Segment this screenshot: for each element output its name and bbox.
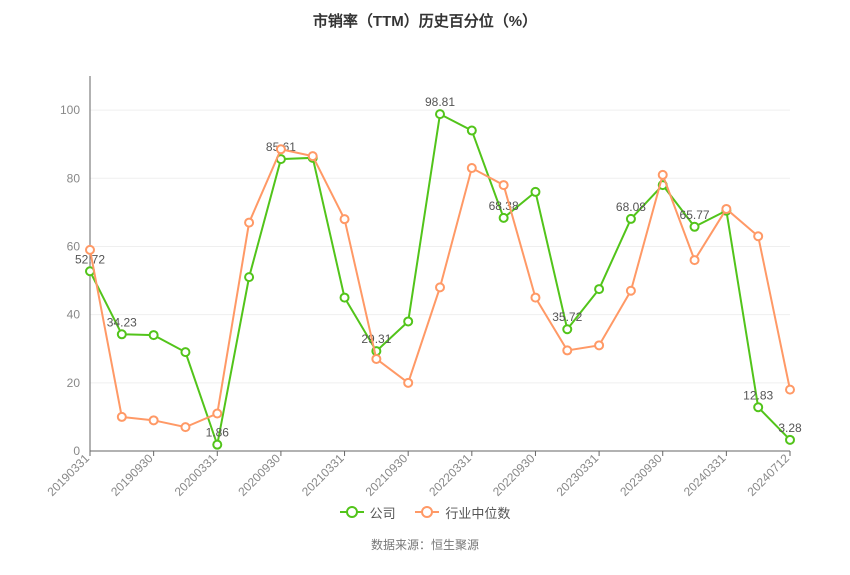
series-marker xyxy=(563,346,571,354)
series-marker xyxy=(309,152,317,160)
series-marker xyxy=(468,164,476,172)
x-tick-label: 20240712 xyxy=(744,451,792,499)
x-tick-label: 20240331 xyxy=(681,451,729,499)
series-marker xyxy=(372,355,380,363)
series-marker xyxy=(468,127,476,135)
series-marker xyxy=(118,413,126,421)
x-tick-label: 20190331 xyxy=(44,451,92,499)
series-marker xyxy=(500,181,508,189)
series-marker xyxy=(754,232,762,240)
series-marker xyxy=(245,219,253,227)
series-marker xyxy=(595,285,603,293)
point-label: 98.81 xyxy=(425,95,455,109)
series-marker xyxy=(213,441,221,449)
series-marker xyxy=(150,331,158,339)
series-marker xyxy=(118,330,126,338)
series-marker xyxy=(86,246,94,254)
chart-title: 市销率（TTM）历史百分位（%） xyxy=(0,0,850,31)
point-label: 35.72 xyxy=(552,310,582,324)
y-tick-label: 80 xyxy=(67,171,81,185)
legend-label-company: 公司 xyxy=(370,503,396,522)
series-marker xyxy=(500,214,508,222)
series-marker xyxy=(436,110,444,118)
series-marker xyxy=(436,283,444,291)
series-marker xyxy=(627,287,635,295)
series-marker xyxy=(341,294,349,302)
series-marker xyxy=(245,273,253,281)
x-tick-label: 20230930 xyxy=(617,451,665,499)
y-tick-label: 100 xyxy=(60,103,80,117)
series-marker xyxy=(404,317,412,325)
series-marker xyxy=(181,423,189,431)
x-tick-label: 20230331 xyxy=(554,451,602,499)
point-label: 12.83 xyxy=(743,388,773,402)
x-tick-label: 20190930 xyxy=(108,451,156,499)
series-marker xyxy=(691,223,699,231)
series-marker xyxy=(277,145,285,153)
series-line-0 xyxy=(90,114,790,445)
series-marker xyxy=(754,403,762,411)
series-marker xyxy=(150,416,158,424)
series-marker xyxy=(627,215,635,223)
series-marker xyxy=(531,188,539,196)
series-marker xyxy=(531,294,539,302)
series-marker xyxy=(722,205,730,213)
point-label: 65.77 xyxy=(680,208,710,222)
legend-item-company: 公司 xyxy=(340,503,396,522)
series-marker xyxy=(404,379,412,387)
y-tick-label: 20 xyxy=(67,376,81,390)
y-tick-label: 40 xyxy=(67,308,81,322)
legend-label-industry: 行业中位数 xyxy=(445,503,510,522)
x-tick-label: 20200930 xyxy=(235,451,283,499)
series-marker xyxy=(213,410,221,418)
series-marker xyxy=(181,348,189,356)
point-label: 34.23 xyxy=(107,315,137,329)
x-tick-label: 20210331 xyxy=(299,451,347,499)
legend-swatch-company xyxy=(340,511,364,513)
point-label: 29.31 xyxy=(361,332,391,346)
data-source-label: 数据来源：恒生聚源 xyxy=(0,536,850,553)
line-chart-svg: 0204060801002019033120190930202003312020… xyxy=(0,31,850,501)
series-marker xyxy=(563,325,571,333)
series-marker xyxy=(659,171,667,179)
legend: 公司 行业中位数 xyxy=(0,501,850,522)
legend-swatch-industry xyxy=(415,511,439,513)
series-marker xyxy=(691,256,699,264)
point-label: 68.38 xyxy=(489,199,519,213)
point-label: 68.08 xyxy=(616,200,646,214)
point-label: 3.28 xyxy=(778,421,802,435)
legend-item-industry: 行业中位数 xyxy=(415,503,510,522)
series-marker xyxy=(341,215,349,223)
series-marker xyxy=(786,386,794,394)
series-marker xyxy=(786,436,794,444)
x-tick-label: 20220930 xyxy=(490,451,538,499)
series-marker xyxy=(595,341,603,349)
x-tick-label: 20210930 xyxy=(363,451,411,499)
chart-container: 市销率（TTM）历史百分位（%） 02040608010020190331201… xyxy=(0,0,850,575)
x-tick-label: 20200331 xyxy=(172,451,220,499)
point-label: 1.86 xyxy=(206,426,230,440)
x-tick-label: 20220331 xyxy=(426,451,474,499)
